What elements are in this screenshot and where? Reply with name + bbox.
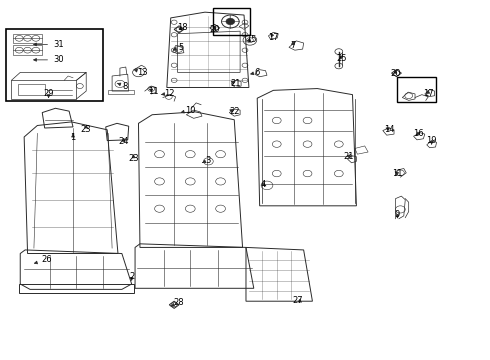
Text: 4: 4: [261, 180, 266, 189]
Text: 27: 27: [293, 296, 303, 305]
Bar: [5, 30, 103, 101]
Text: 20: 20: [209, 25, 220, 34]
Text: 1: 1: [71, 133, 75, 142]
Text: 22: 22: [229, 107, 240, 116]
Text: 2: 2: [129, 271, 134, 280]
Text: 28: 28: [171, 298, 184, 307]
Text: 23: 23: [81, 125, 92, 134]
Text: 10: 10: [181, 105, 196, 114]
Text: 19: 19: [426, 136, 437, 145]
Text: 25: 25: [337, 54, 347, 63]
Text: 12: 12: [161, 89, 174, 98]
Text: 16: 16: [413, 129, 424, 138]
Text: 31: 31: [34, 40, 64, 49]
Bar: [397, 77, 436, 102]
Text: 26: 26: [34, 255, 52, 264]
Text: 30: 30: [34, 55, 64, 64]
Text: 15: 15: [245, 35, 256, 44]
Text: 13: 13: [134, 68, 147, 77]
Text: 24: 24: [119, 138, 129, 147]
Text: 11: 11: [148, 86, 158, 95]
Text: 5: 5: [173, 43, 184, 52]
Text: 7: 7: [290, 41, 295, 50]
Text: 6: 6: [251, 68, 260, 77]
Text: 18: 18: [177, 23, 188, 32]
Text: 11: 11: [392, 169, 403, 178]
Bar: [213, 8, 250, 35]
Text: 14: 14: [384, 125, 394, 134]
Text: 21: 21: [343, 152, 354, 161]
Text: 9: 9: [395, 210, 400, 219]
Text: 8: 8: [117, 82, 128, 91]
Text: 21: 21: [230, 79, 241, 88]
Text: 17: 17: [268, 33, 279, 42]
Circle shape: [226, 18, 235, 25]
Text: 20: 20: [390, 69, 401, 78]
Text: 17: 17: [423, 89, 434, 98]
Text: 3: 3: [203, 156, 211, 165]
Text: 29: 29: [43, 89, 54, 98]
Text: 23: 23: [128, 154, 139, 163]
